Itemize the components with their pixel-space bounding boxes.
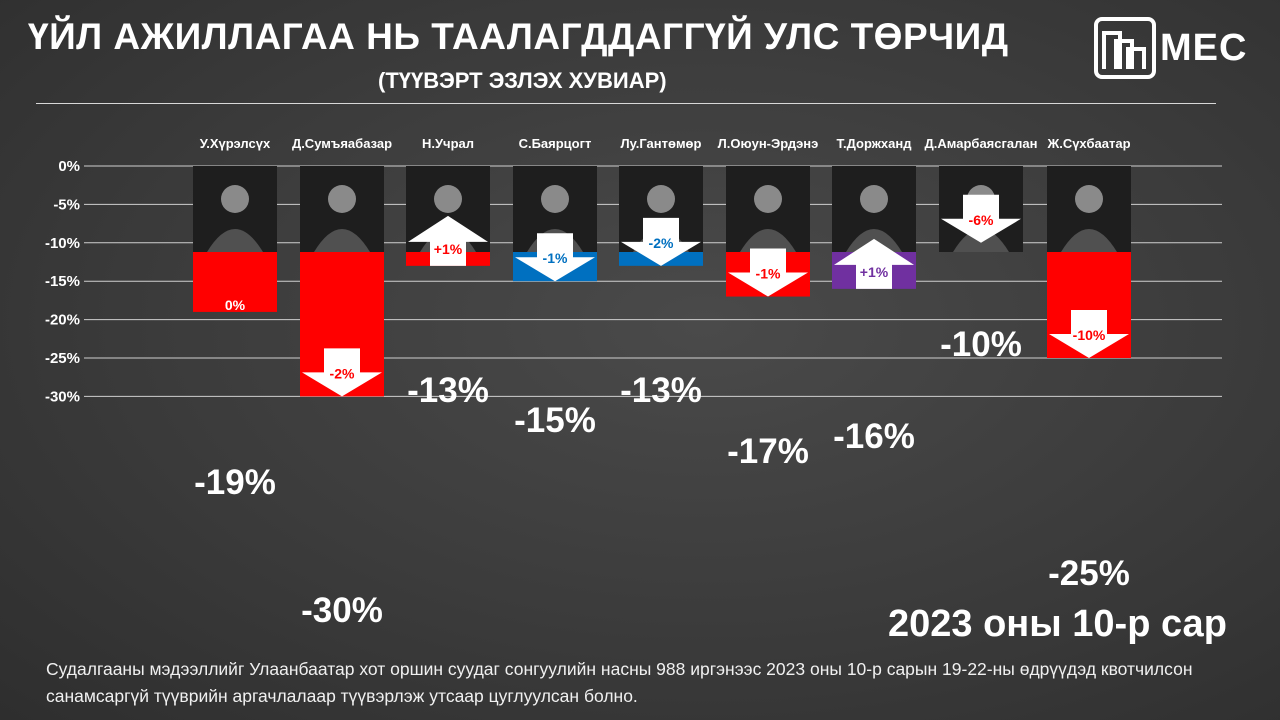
chart-title: ҮЙЛ АЖИЛЛАГАА НЬ ТААЛАГДДАГГҮЙ УЛС ТӨРЧИ…: [28, 16, 1009, 57]
portrait-head-icon: [860, 185, 888, 213]
change-label: -2%: [330, 365, 355, 381]
mec-logo-mark-icon: [1094, 17, 1156, 79]
value-label: -15%: [514, 401, 596, 440]
change-label: +1%: [860, 264, 889, 280]
value-label: -30%: [301, 591, 383, 630]
candidate-name: Лу.Гантөмөр: [621, 136, 702, 151]
portrait-body-icon: [207, 229, 263, 252]
value-label: -13%: [620, 371, 702, 410]
logo-text: MEC: [1160, 26, 1248, 69]
portrait-body-icon: [740, 229, 796, 252]
arrow-down-icon: [941, 194, 1021, 243]
candidate-name: Ж.Сүхбаатар: [1046, 136, 1130, 151]
change-label: -1%: [543, 250, 568, 266]
change-label: 0%: [225, 297, 246, 313]
chart-subtitle: (ТҮҮВЭРТ ЭЗЛЭХ ХУВИАР): [378, 68, 667, 93]
portrait-head-icon: [221, 185, 249, 213]
candidate-name: Н.Учрал: [422, 136, 474, 151]
bar: [193, 252, 277, 312]
title-divider: [36, 103, 1216, 104]
portrait-head-icon: [1075, 185, 1103, 213]
arrow-up-icon: [408, 215, 488, 266]
candidate-name: У.Хүрэлсүх: [200, 136, 271, 151]
candidate-name: Д.Сумъяабазар: [292, 136, 392, 151]
value-label: -10%: [940, 325, 1022, 364]
methodology-footnote: Судалгааны мэдээллийг Улаанбаатар хот ор…: [46, 659, 1193, 706]
change-label: -6%: [969, 212, 994, 228]
arrow-down-icon: [302, 348, 382, 397]
change-label: -1%: [756, 266, 781, 282]
arrow-down-icon: [1049, 310, 1129, 358]
portrait-head-icon: [328, 185, 356, 213]
change-label: -10%: [1073, 327, 1106, 343]
candidate-name: Д.Амарбаясгалан: [925, 136, 1038, 151]
portrait-head-icon: [434, 185, 462, 213]
survey-date: 2023 оны 10-р сар: [888, 603, 1227, 645]
change-label: -2%: [649, 235, 674, 251]
candidate-name: Т.Доржханд: [837, 136, 913, 151]
portrait-head-icon: [647, 185, 675, 213]
portrait-head-icon: [541, 185, 569, 213]
arrow-down-icon: [621, 217, 701, 266]
portrait-head-icon: [754, 185, 782, 213]
y-tick-label: -25%: [45, 350, 80, 367]
y-tick-label: -15%: [45, 273, 80, 290]
value-label: -19%: [194, 463, 276, 502]
portrait-body-icon: [1061, 229, 1117, 252]
y-tick-label: -5%: [53, 196, 80, 213]
value-label: -25%: [1048, 554, 1130, 593]
candidate-name: С.Баярцогт: [519, 136, 592, 151]
change-label: +1%: [434, 241, 463, 257]
portrait-body-icon: [314, 229, 370, 252]
mec-logo: MEC: [1094, 12, 1264, 84]
arrow-down-icon: [728, 248, 808, 297]
candidate-name: Л.Оюун-Эрдэнэ: [718, 136, 819, 151]
arrow-up-icon: [834, 238, 914, 289]
y-tick-label: -30%: [45, 388, 80, 405]
arrow-down-icon: [515, 233, 595, 282]
y-tick-label: -10%: [45, 235, 80, 252]
y-tick-label: 0%: [58, 158, 80, 175]
value-label: -13%: [407, 371, 489, 410]
value-label: -16%: [833, 417, 915, 456]
y-tick-label: -20%: [45, 312, 80, 329]
value-label: -17%: [727, 432, 809, 471]
